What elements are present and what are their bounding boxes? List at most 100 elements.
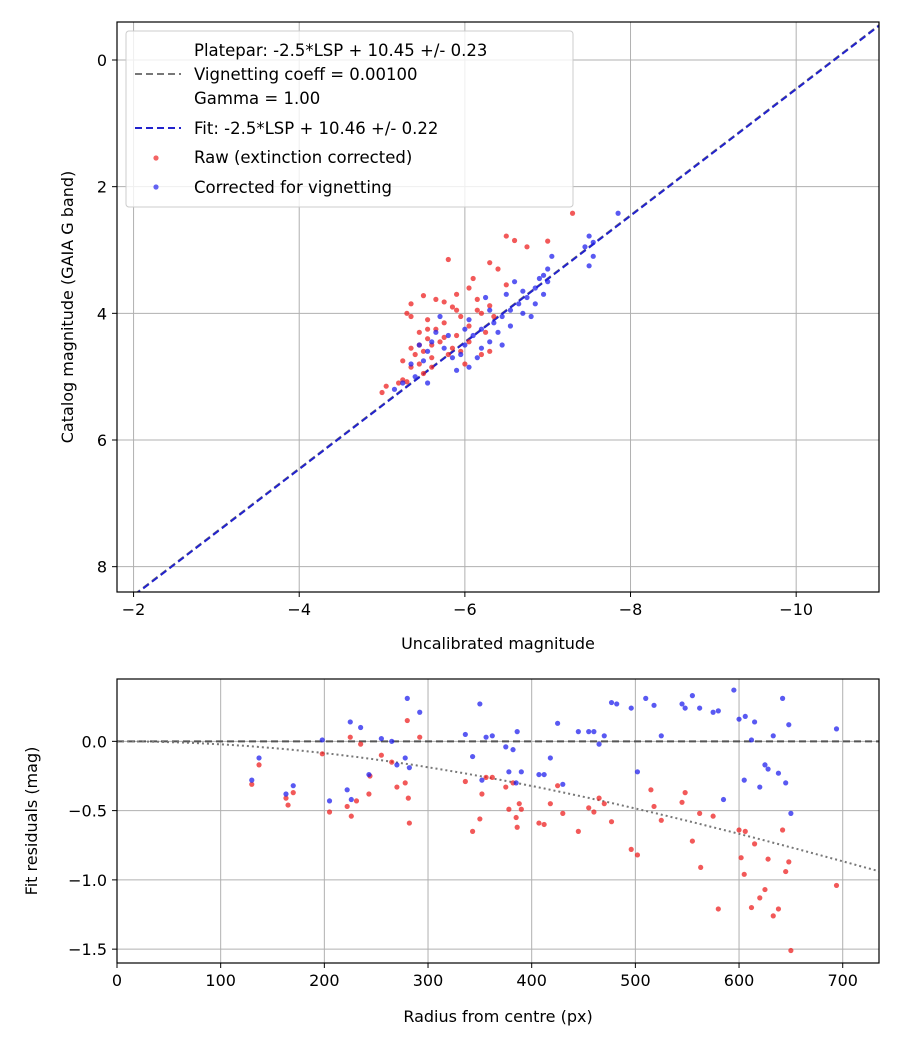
scatter-point <box>514 729 520 735</box>
scatter-point <box>536 820 542 826</box>
scatter-point <box>416 329 422 335</box>
scatter-point <box>590 239 596 245</box>
scatter-point <box>462 342 468 348</box>
vignetting-model-curve <box>117 740 879 873</box>
bottom-ticks: 0 100 200 300 400 500 600 700 0.0 −0.5 −1.0 −1.5 <box>68 732 858 990</box>
scatter-point <box>697 810 703 816</box>
scatter-point <box>555 783 561 789</box>
scatter-point <box>445 332 451 339</box>
scatter-point <box>449 304 456 310</box>
top-y-axis-label: Catalog magnitude (GAIA G band) <box>58 171 77 443</box>
scatter-point <box>458 313 464 320</box>
scatter-point <box>366 771 372 778</box>
scatter-point <box>541 771 547 778</box>
scatter-point <box>449 355 456 361</box>
scatter-point <box>547 801 553 807</box>
scatter-point <box>420 358 427 364</box>
scatter-point <box>679 799 685 805</box>
top-scatter-points <box>379 210 621 396</box>
scatter-point <box>402 780 408 786</box>
scatter-point <box>474 296 480 302</box>
scatter-point <box>416 361 422 367</box>
scatter-point <box>470 332 476 339</box>
scatter-point <box>478 310 485 316</box>
scatter-point <box>775 770 782 776</box>
x-tick-label: 700 <box>827 971 858 990</box>
legend-gamma-label: Gamma = 1.00 <box>194 89 320 108</box>
scatter-point <box>783 868 789 875</box>
scatter-point <box>348 813 354 819</box>
y-tick-label: 0.0 <box>82 732 107 751</box>
scatter-point <box>474 355 480 361</box>
scatter-point <box>424 348 431 354</box>
scatter-point <box>489 774 495 780</box>
scatter-point <box>477 816 483 822</box>
scatter-point <box>491 320 497 326</box>
scatter-point <box>503 282 509 288</box>
bottom-plot-frame <box>116 678 880 964</box>
scatter-point <box>503 291 509 297</box>
scatter-point <box>736 716 742 722</box>
legend: Platepar: -2.5*LSP + 10.45 +/- 0.23 Vign… <box>125 30 574 208</box>
bottom-grid <box>116 679 879 963</box>
legend-raw-label: Raw (extinction corrected) <box>194 148 412 167</box>
scatter-point <box>466 317 472 323</box>
y-tick-label: −1.5 <box>68 940 107 959</box>
scatter-point <box>757 784 763 790</box>
scatter-point <box>344 803 350 810</box>
scatter-point <box>466 364 472 370</box>
scatter-point <box>405 795 411 801</box>
scatter-point <box>462 361 468 367</box>
scatter-point <box>614 701 620 707</box>
y-tick-label: 6 <box>97 431 107 450</box>
scatter-point <box>477 701 483 707</box>
scatter-point <box>495 329 501 335</box>
scatter-point <box>528 313 534 320</box>
scatter-point <box>524 244 530 250</box>
scatter-point <box>482 294 489 301</box>
scatter-point <box>449 345 456 351</box>
scatter-point <box>285 802 291 808</box>
scatter-point <box>249 781 255 787</box>
scatter-point <box>679 701 685 707</box>
scatter-point <box>348 796 354 803</box>
scatter-point <box>487 339 493 345</box>
scatter-point <box>634 769 641 775</box>
scatter-point <box>466 339 472 345</box>
scatter-point <box>762 762 768 768</box>
scatter-point <box>256 762 262 768</box>
scatter-point <box>608 699 615 706</box>
scatter-point <box>420 293 427 299</box>
scatter-point <box>412 374 418 380</box>
scatter-point <box>532 285 538 291</box>
fit-line <box>136 25 879 592</box>
scatter-point <box>479 791 485 797</box>
scatter-point <box>383 383 389 389</box>
x-tick-label: 500 <box>620 971 651 990</box>
legend-platepar-label: Platepar: -2.5*LSP + 10.45 +/- 0.23 <box>194 41 487 60</box>
scatter-point <box>741 777 747 783</box>
scatter-point <box>720 796 727 803</box>
scatter-point <box>326 809 333 815</box>
top-x-axis-label: Uncalibrated magnitude <box>401 634 595 653</box>
scatter-point <box>536 771 542 778</box>
scatter-point <box>429 355 435 361</box>
scatter-point <box>648 787 654 793</box>
scatter-point <box>643 695 649 701</box>
scatter-point <box>378 752 384 758</box>
scatter-point <box>487 303 493 309</box>
scatter-point <box>689 838 695 844</box>
scatter-point <box>783 780 789 786</box>
scatter-point <box>765 856 771 862</box>
scatter-point <box>353 798 360 804</box>
scatter-point <box>710 813 716 819</box>
scatter-point <box>582 244 588 250</box>
scatter-point <box>470 753 476 760</box>
x-tick-label: −8 <box>619 600 643 619</box>
scatter-point <box>358 724 364 731</box>
legend-raw-marker <box>153 155 159 161</box>
scatter-point <box>478 326 485 332</box>
scatter-point <box>283 795 289 801</box>
scatter-point <box>575 828 581 834</box>
scatter-point <box>424 317 431 323</box>
